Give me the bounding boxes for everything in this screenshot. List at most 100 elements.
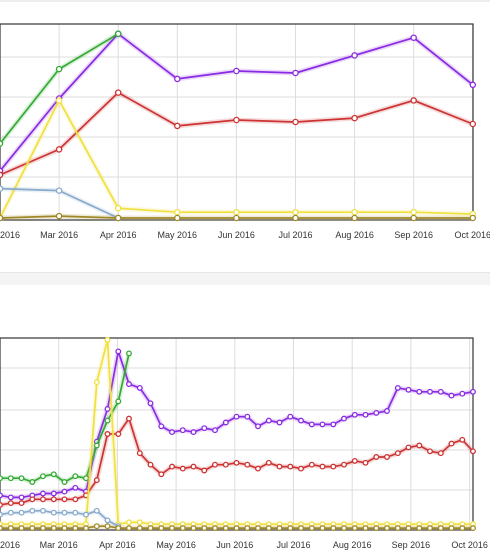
data-point[interactable] bbox=[287, 525, 294, 532]
data-point[interactable] bbox=[61, 488, 68, 495]
data-point[interactable] bbox=[362, 525, 369, 532]
data-point[interactable] bbox=[115, 525, 122, 532]
data-point[interactable] bbox=[83, 511, 89, 518]
data-point[interactable] bbox=[201, 467, 208, 474]
data-point[interactable] bbox=[319, 525, 326, 532]
data-point[interactable] bbox=[362, 411, 369, 418]
data-point[interactable] bbox=[61, 509, 68, 516]
data-point[interactable] bbox=[265, 525, 272, 532]
data-point[interactable] bbox=[158, 423, 165, 430]
data-point[interactable] bbox=[437, 450, 444, 457]
data-point[interactable] bbox=[179, 525, 186, 532]
data-point[interactable] bbox=[83, 475, 89, 482]
data-point[interactable] bbox=[410, 214, 417, 222]
data-point[interactable] bbox=[427, 388, 433, 395]
data-point[interactable] bbox=[126, 519, 132, 526]
data-point[interactable] bbox=[292, 214, 299, 222]
data-point[interactable] bbox=[265, 417, 272, 424]
data-point[interactable] bbox=[416, 442, 423, 449]
data-point[interactable] bbox=[292, 208, 299, 216]
data-point[interactable] bbox=[7, 525, 14, 532]
data-point[interactable] bbox=[351, 114, 358, 122]
data-point[interactable] bbox=[93, 442, 100, 449]
data-point[interactable] bbox=[351, 208, 358, 216]
data-point[interactable] bbox=[174, 122, 181, 130]
data-point[interactable] bbox=[410, 208, 417, 216]
data-point[interactable] bbox=[319, 421, 326, 428]
data-point[interactable] bbox=[158, 471, 165, 478]
data-point[interactable] bbox=[384, 525, 390, 532]
data-point[interactable] bbox=[341, 461, 347, 468]
data-point[interactable] bbox=[233, 214, 240, 222]
data-point[interactable] bbox=[0, 492, 3, 499]
data-point[interactable] bbox=[437, 525, 444, 532]
data-point[interactable] bbox=[410, 34, 417, 41]
data-point[interactable] bbox=[222, 461, 229, 468]
data-point[interactable] bbox=[394, 384, 401, 391]
data-point[interactable] bbox=[201, 425, 208, 432]
data-point[interactable] bbox=[7, 475, 14, 482]
data-point[interactable] bbox=[0, 140, 4, 147]
data-point[interactable] bbox=[40, 496, 46, 503]
data-point[interactable] bbox=[18, 475, 25, 482]
data-point[interactable] bbox=[469, 214, 477, 222]
data-point[interactable] bbox=[104, 431, 111, 437]
data-point[interactable] bbox=[169, 429, 175, 436]
data-point[interactable] bbox=[448, 440, 455, 447]
data-point[interactable] bbox=[287, 463, 294, 470]
data-point[interactable] bbox=[308, 461, 315, 468]
data-point[interactable] bbox=[18, 494, 25, 501]
data-point[interactable] bbox=[115, 348, 122, 355]
data-point[interactable] bbox=[308, 525, 315, 532]
data-point[interactable] bbox=[276, 525, 283, 532]
data-point[interactable] bbox=[29, 496, 36, 503]
data-point[interactable] bbox=[448, 525, 455, 532]
data-point[interactable] bbox=[405, 444, 412, 451]
data-point[interactable] bbox=[0, 511, 3, 518]
data-point[interactable] bbox=[394, 450, 401, 457]
data-point[interactable] bbox=[0, 185, 4, 192]
data-point[interactable] bbox=[50, 525, 57, 532]
data-point[interactable] bbox=[0, 475, 3, 482]
data-point[interactable] bbox=[469, 81, 477, 89]
data-point[interactable] bbox=[136, 450, 143, 457]
data-point[interactable] bbox=[104, 523, 111, 530]
data-point[interactable] bbox=[72, 484, 79, 491]
data-point[interactable] bbox=[40, 525, 46, 532]
data-point[interactable] bbox=[362, 459, 369, 466]
data-point[interactable] bbox=[55, 65, 63, 73]
data-point[interactable] bbox=[244, 413, 251, 420]
data-point[interactable] bbox=[341, 525, 347, 532]
data-point[interactable] bbox=[437, 388, 444, 395]
data-point[interactable] bbox=[7, 494, 14, 501]
data-point[interactable] bbox=[29, 479, 36, 485]
data-point[interactable] bbox=[351, 457, 358, 464]
data-point[interactable] bbox=[40, 490, 46, 497]
data-point[interactable] bbox=[233, 459, 240, 466]
data-point[interactable] bbox=[114, 214, 122, 222]
data-point[interactable] bbox=[0, 214, 4, 222]
data-point[interactable] bbox=[40, 507, 46, 514]
data-point[interactable] bbox=[55, 212, 63, 220]
data-point[interactable] bbox=[83, 525, 89, 532]
data-point[interactable] bbox=[373, 409, 380, 416]
data-point[interactable] bbox=[319, 463, 326, 470]
data-point[interactable] bbox=[114, 204, 122, 212]
data-point[interactable] bbox=[330, 421, 337, 428]
data-point[interactable] bbox=[212, 461, 218, 468]
data-point[interactable] bbox=[114, 89, 122, 96]
data-point[interactable] bbox=[104, 336, 111, 343]
data-point[interactable] bbox=[7, 509, 14, 516]
data-point[interactable] bbox=[104, 517, 111, 524]
data-point[interactable] bbox=[29, 507, 36, 514]
data-point[interactable] bbox=[470, 388, 476, 395]
data-point[interactable] bbox=[93, 379, 100, 386]
data-point[interactable] bbox=[0, 525, 3, 532]
data-point[interactable] bbox=[298, 525, 304, 532]
data-point[interactable] bbox=[93, 507, 100, 514]
data-point[interactable] bbox=[136, 384, 143, 391]
data-point[interactable] bbox=[416, 525, 423, 532]
data-point[interactable] bbox=[394, 525, 401, 532]
data-point[interactable] bbox=[233, 116, 240, 124]
data-point[interactable] bbox=[55, 187, 63, 194]
